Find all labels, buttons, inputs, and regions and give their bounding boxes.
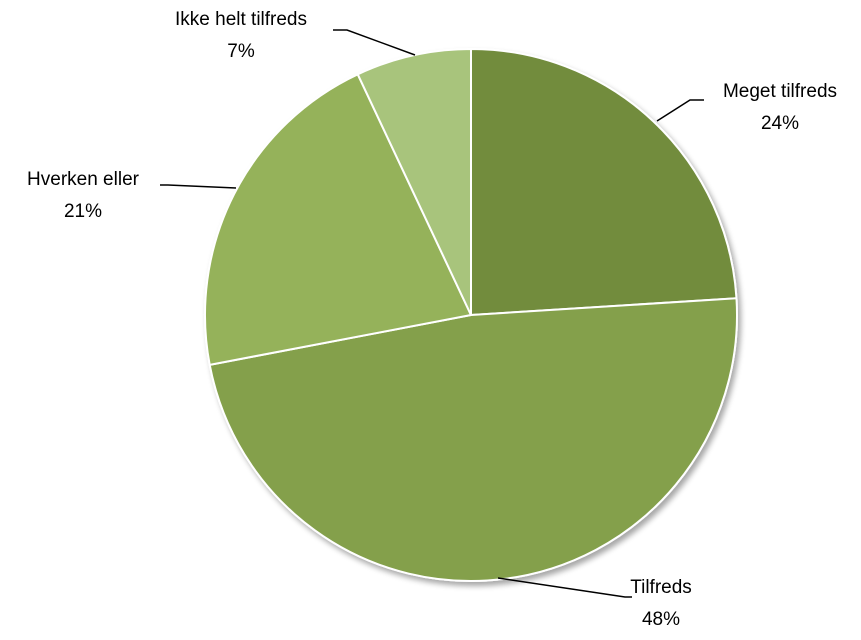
pie-slices (204, 47, 738, 582)
leader-line-hverken-eller (160, 184, 237, 189)
data-label-value-meget-tilfreds: 24% (761, 113, 799, 134)
data-labels: Meget tilfreds 24% Tilfreds 48% Hverken elle… (27, 9, 837, 630)
data-label-name-hverken-eller: Hverken eller (27, 169, 140, 190)
leader-lines (160, 29, 704, 598)
data-label-name-meget-tilfreds: Meget tilfreds (723, 81, 837, 102)
leader-line-tilfreds (497, 577, 632, 598)
data-label-value-hverken-eller: 21% (64, 201, 102, 222)
data-label-name-ikke-helt-tilfreds: Ikke helt tilfreds (175, 9, 307, 30)
data-label-name-tilfreds: Tilfreds (630, 577, 692, 598)
leader-line-ikke-helt-tilfreds (333, 29, 416, 56)
data-label-value-tilfreds: 48% (642, 609, 680, 630)
data-label-value-ikke-helt-tilfreds: 7% (227, 41, 255, 62)
pie-slice-meget-tilfreds (470, 47, 738, 317)
pie-slice-hverken-eller (204, 72, 473, 367)
leader-line-meget-tilfreds (656, 99, 704, 122)
pie-slice-ikke-helt-tilfreds (356, 47, 472, 316)
